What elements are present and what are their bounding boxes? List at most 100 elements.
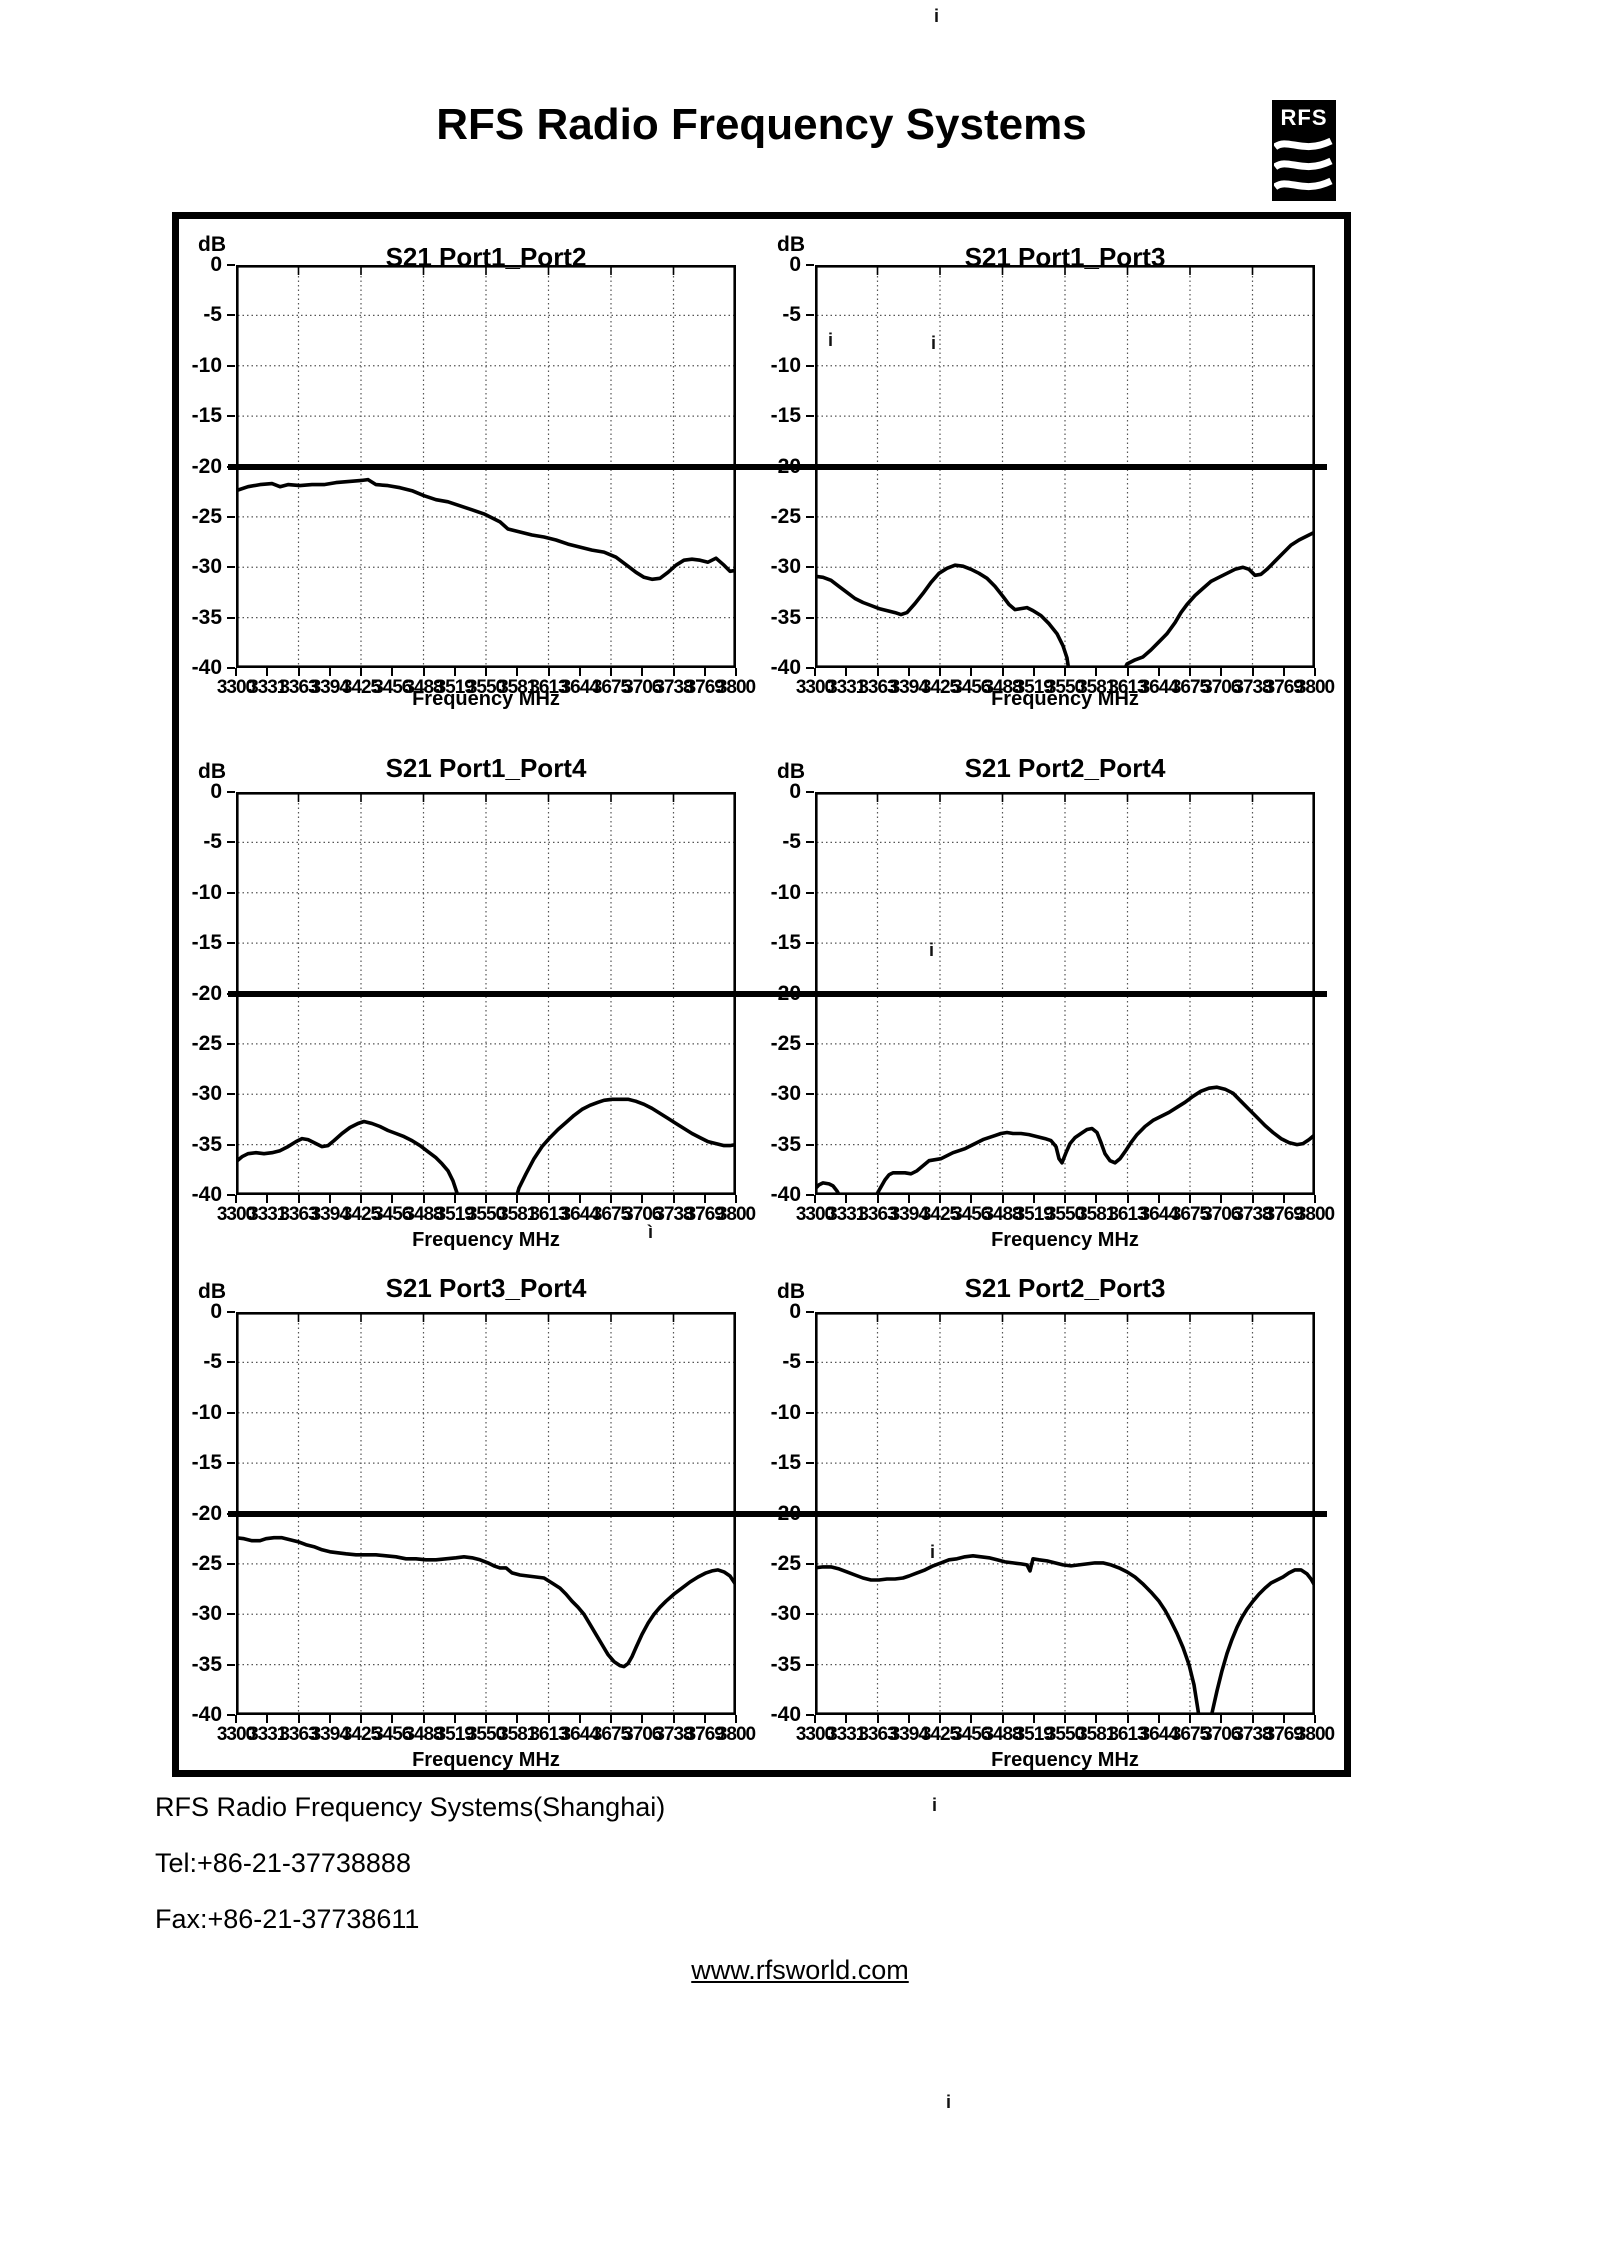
- y-tick-mark: [227, 791, 235, 793]
- x-tick-mark: [1157, 1195, 1160, 1203]
- x-tick-label: 3331: [827, 677, 866, 698]
- x-tick-label: 3550: [466, 1204, 506, 1225]
- chart-s21-port3-port4: S21 Port3_Port4 dB 0 -5 -10 -15 -20 -25 -30 -35…: [156, 1267, 781, 1815]
- x-tick-mark: [485, 1195, 487, 1203]
- x-tick-mark: [1095, 668, 1098, 676]
- y-tick-label: -25: [770, 1551, 801, 1575]
- y-tick-mark: [227, 1042, 235, 1045]
- y-tick-label: 0: [210, 780, 222, 803]
- x-tick-mark: [845, 1715, 848, 1723]
- x-tick-mark: [485, 668, 487, 676]
- x-tick-mark: [641, 1715, 644, 1723]
- x-tick-mark: [578, 668, 581, 676]
- x-tick-mark: [516, 1715, 519, 1723]
- y-tick-label: -40: [770, 1183, 801, 1206]
- y-tick-mark: [227, 1093, 235, 1096]
- x-tick-label: 3581: [1077, 677, 1116, 698]
- x-tick-label: 3550: [1045, 1204, 1085, 1225]
- x-tick-label: 3456: [952, 677, 991, 698]
- x-tick-mark: [735, 1195, 737, 1203]
- x-tick-mark: [328, 1715, 331, 1723]
- y-tick-mark: [806, 791, 814, 793]
- x-tick-mark: [547, 668, 550, 676]
- y-tick-mark: [227, 942, 235, 945]
- x-tick-label: 3581: [498, 1204, 537, 1225]
- x-tick-mark: [1282, 668, 1285, 676]
- y-tick-label: -10: [770, 1400, 801, 1424]
- x-axis-label: Frequency MHz: [412, 688, 560, 710]
- x-tick-mark: [814, 1195, 816, 1203]
- y-tick-label: -40: [191, 1183, 222, 1206]
- y-tick-mark: [227, 1562, 235, 1565]
- x-tick-mark: [391, 1715, 394, 1723]
- x-tick-mark: [610, 1195, 612, 1203]
- x-tick-label: 3644: [560, 1724, 600, 1745]
- y-tick-mark: [806, 1194, 814, 1196]
- x-tick-label: 3800: [716, 1204, 756, 1225]
- y-tick-label: -5: [782, 1350, 801, 1374]
- x-tick-mark: [703, 668, 706, 676]
- x-tick-label: 3394: [889, 677, 929, 698]
- y-axis-unit: dB: [777, 233, 805, 256]
- y-tick-label: -15: [191, 1451, 222, 1475]
- y-tick-label: -30: [770, 555, 801, 579]
- x-tick-mark: [1189, 1715, 1191, 1723]
- x-tick-label: 3456: [373, 1204, 412, 1225]
- x-tick-label: 3425: [920, 1724, 960, 1745]
- x-tick-mark: [1157, 1715, 1160, 1723]
- x-tick-mark: [1126, 668, 1129, 676]
- x-tick-label: 3581: [498, 677, 537, 698]
- x-tick-mark: [516, 668, 519, 676]
- x-tick-mark: [266, 1715, 269, 1723]
- y-axis-unit: dB: [198, 1280, 226, 1303]
- x-tick-mark: [907, 668, 910, 676]
- y-tick-mark: [806, 415, 814, 418]
- y-tick-mark: [806, 1562, 814, 1565]
- y-axis-unit: dB: [198, 233, 226, 256]
- x-tick-mark: [453, 668, 456, 676]
- x-tick-mark: [939, 668, 941, 676]
- x-tick-label: 3706: [623, 677, 662, 698]
- x-tick-mark: [422, 1195, 425, 1203]
- x-tick-label: 3363: [858, 677, 897, 698]
- limit-line-minus-20db: [228, 1510, 1327, 1517]
- x-tick-mark: [1314, 1195, 1316, 1203]
- x-tick-label: 3425: [341, 1204, 381, 1225]
- y-tick-mark: [806, 1663, 814, 1666]
- y-tick-mark: [806, 515, 814, 518]
- rfs-logo-text: RFS: [1280, 105, 1328, 130]
- y-tick-mark: [227, 264, 235, 266]
- x-tick-label: 3331: [248, 1204, 287, 1225]
- x-axis-label: Frequency MHz: [991, 688, 1139, 710]
- x-tick-mark: [939, 1715, 941, 1723]
- x-tick-label: 3706: [623, 1204, 662, 1225]
- x-tick-label: 3300: [795, 1204, 835, 1225]
- x-tick-mark: [235, 1715, 237, 1723]
- website-link[interactable]: www.rfsworld.com: [691, 1955, 909, 1985]
- scan-artifact: i: [828, 330, 834, 350]
- x-tick-label: 3613: [1108, 1204, 1147, 1225]
- y-tick-label: -25: [191, 504, 222, 528]
- x-tick-mark: [1064, 1195, 1066, 1203]
- y-tick-label: -35: [191, 605, 222, 629]
- x-tick-mark: [970, 668, 973, 676]
- x-tick-label: 3300: [216, 1724, 256, 1745]
- x-tick-label: 3331: [248, 1724, 287, 1745]
- x-tick-label: 3394: [889, 1724, 929, 1745]
- x-tick-label: 3456: [373, 1724, 412, 1745]
- x-tick-label: 3550: [466, 1724, 506, 1745]
- y-tick-label: -10: [191, 353, 222, 377]
- x-tick-label: 3738: [654, 1724, 693, 1745]
- x-tick-label: 3363: [858, 1724, 897, 1745]
- x-tick-label: 3394: [310, 1204, 350, 1225]
- x-tick-label: 3456: [952, 1724, 991, 1745]
- x-tick-mark: [422, 1715, 425, 1723]
- x-tick-mark: [328, 668, 331, 676]
- x-tick-mark: [297, 668, 300, 676]
- x-tick-mark: [360, 1715, 362, 1723]
- y-tick-label: -25: [770, 504, 801, 528]
- x-tick-mark: [814, 1715, 816, 1723]
- y-tick-label: -35: [191, 1652, 222, 1676]
- y-tick-label: -5: [203, 830, 222, 854]
- x-tick-label: 3331: [248, 677, 287, 698]
